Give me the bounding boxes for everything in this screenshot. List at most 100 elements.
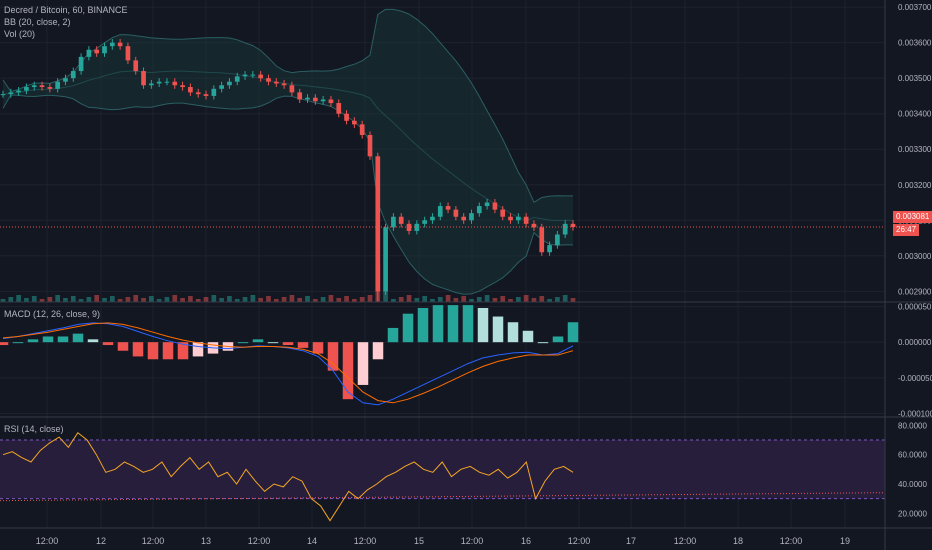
- price-candles[interactable]: [0, 39, 576, 302]
- macd-pane[interactable]: [0, 305, 579, 406]
- candle-body: [117, 42, 123, 47]
- volume-bar: [516, 297, 521, 302]
- symbol-title[interactable]: Decred / Bitcoin, 60, BINANCE: [4, 5, 128, 15]
- volume-bar: [117, 299, 123, 302]
- rsi-band-fill: [0, 440, 885, 499]
- rsi-indicator-label[interactable]: RSI (14, close): [4, 424, 64, 434]
- macd-signal-line: [2, 322, 574, 404]
- volume-bar: [8, 297, 14, 302]
- macd-histogram-bar: [432, 305, 444, 343]
- rsi-trend-line: [0, 492, 886, 502]
- rsi-pane[interactable]: [0, 431, 886, 522]
- macd-indicator-label[interactable]: MACD (12, 26, close, 9): [4, 309, 101, 319]
- time-axis-label: 15: [414, 536, 424, 546]
- volume-bar: [281, 297, 287, 302]
- volume-bar: [141, 298, 146, 302]
- time-axis-label: 12:00: [248, 536, 271, 546]
- volume-bar: [16, 295, 21, 302]
- candle-body: [234, 76, 240, 82]
- rsi-axis-label: 60.0000: [898, 451, 927, 460]
- candle-body: [180, 85, 185, 88]
- macd-histogram-bar: [267, 342, 279, 344]
- candle-body: [336, 103, 342, 114]
- macd-histogram-bar: [192, 342, 204, 357]
- volume-bar: [531, 298, 537, 302]
- macd-histogram-bar: [537, 342, 549, 344]
- candle-body: [188, 87, 193, 93]
- volume-indicator-label[interactable]: Vol (20): [4, 29, 36, 39]
- volume-bar: [156, 299, 162, 302]
- candle-body: [312, 97, 318, 102]
- macd-histogram-bar: [132, 342, 144, 357]
- candle-body: [219, 85, 224, 89]
- macd-histogram-bar: [297, 342, 309, 348]
- candle-body: [547, 245, 552, 253]
- volume-bar: [398, 297, 404, 302]
- candle-body: [63, 78, 68, 82]
- macd-histogram-bar: [447, 305, 459, 343]
- volume-bar: [55, 295, 60, 302]
- rsi-line: [2, 431, 574, 522]
- macd-axis-label: 0.000050: [898, 303, 932, 312]
- bb-upper-line: [2, 8, 573, 204]
- bb-indicator-label[interactable]: BB (20, close, 2): [4, 17, 71, 27]
- macd-histogram-bar: [177, 342, 189, 360]
- volume-bar: [70, 296, 76, 302]
- volume-bar: [476, 297, 482, 302]
- volume-bar: [391, 299, 396, 302]
- macd-histogram-bar: [567, 322, 579, 343]
- volume-bar: [367, 295, 373, 302]
- volume-bar: [555, 297, 560, 302]
- volume-bar: [547, 299, 552, 302]
- macd-legend: MACD (12, 26, close, 9): [4, 308, 100, 320]
- volume-bar: [406, 295, 412, 302]
- volume-bar: [0, 299, 6, 302]
- macd-histogram-bar: [372, 342, 384, 360]
- volume-bar: [297, 298, 303, 302]
- price-axis-label: 0.003500: [898, 74, 932, 83]
- volume-bar: [24, 298, 29, 302]
- macd-histogram-bar: [252, 339, 264, 343]
- candle-body: [531, 223, 537, 228]
- candle-body: [469, 213, 474, 221]
- volume-bar: [320, 297, 326, 302]
- macd-axis-label: -0.000100: [898, 409, 932, 418]
- volume-bar: [172, 295, 178, 302]
- candle-body: [305, 97, 310, 100]
- volume-bar: [305, 296, 310, 302]
- price-axis-label: 0.003600: [898, 39, 932, 48]
- macd-histogram-bar: [147, 342, 159, 360]
- macd-histogram-bar: [357, 342, 369, 385]
- volume-bar: [445, 295, 451, 302]
- volume-bar: [219, 298, 224, 302]
- candle-body: [367, 135, 373, 157]
- macd-histogram-bar: [27, 339, 39, 343]
- volume-bar: [500, 296, 506, 302]
- volume-bar: [63, 298, 68, 302]
- candle-body: [328, 99, 334, 104]
- candle-body: [484, 202, 490, 207]
- rsi-legend: RSI (14, close): [4, 423, 64, 435]
- time-axis-label: 18: [733, 536, 743, 546]
- macd-histogram-bar: [117, 342, 129, 351]
- price-axis-label: 0.003300: [898, 145, 932, 154]
- volume-bar: [336, 298, 342, 302]
- volume-bar: [47, 297, 53, 302]
- volume-bar: [312, 299, 318, 302]
- macd-histogram-bar: [102, 342, 114, 346]
- candle-body: [0, 94, 6, 96]
- volume-bar: [539, 296, 545, 302]
- candle-body: [398, 216, 404, 224]
- macd-axis-label: -0.000050: [898, 374, 932, 383]
- candle-body: [281, 83, 287, 86]
- time-axis-label: 17: [626, 536, 636, 546]
- volume-bar: [250, 295, 256, 302]
- macd-histogram-bar: [72, 333, 84, 343]
- time-axis-label: 13: [201, 536, 211, 546]
- volume-bar: [352, 299, 357, 302]
- volume-bar: [242, 297, 248, 302]
- macd-histogram-bar: [282, 342, 294, 346]
- candle-body: [133, 60, 139, 72]
- volume-bar: [78, 299, 84, 302]
